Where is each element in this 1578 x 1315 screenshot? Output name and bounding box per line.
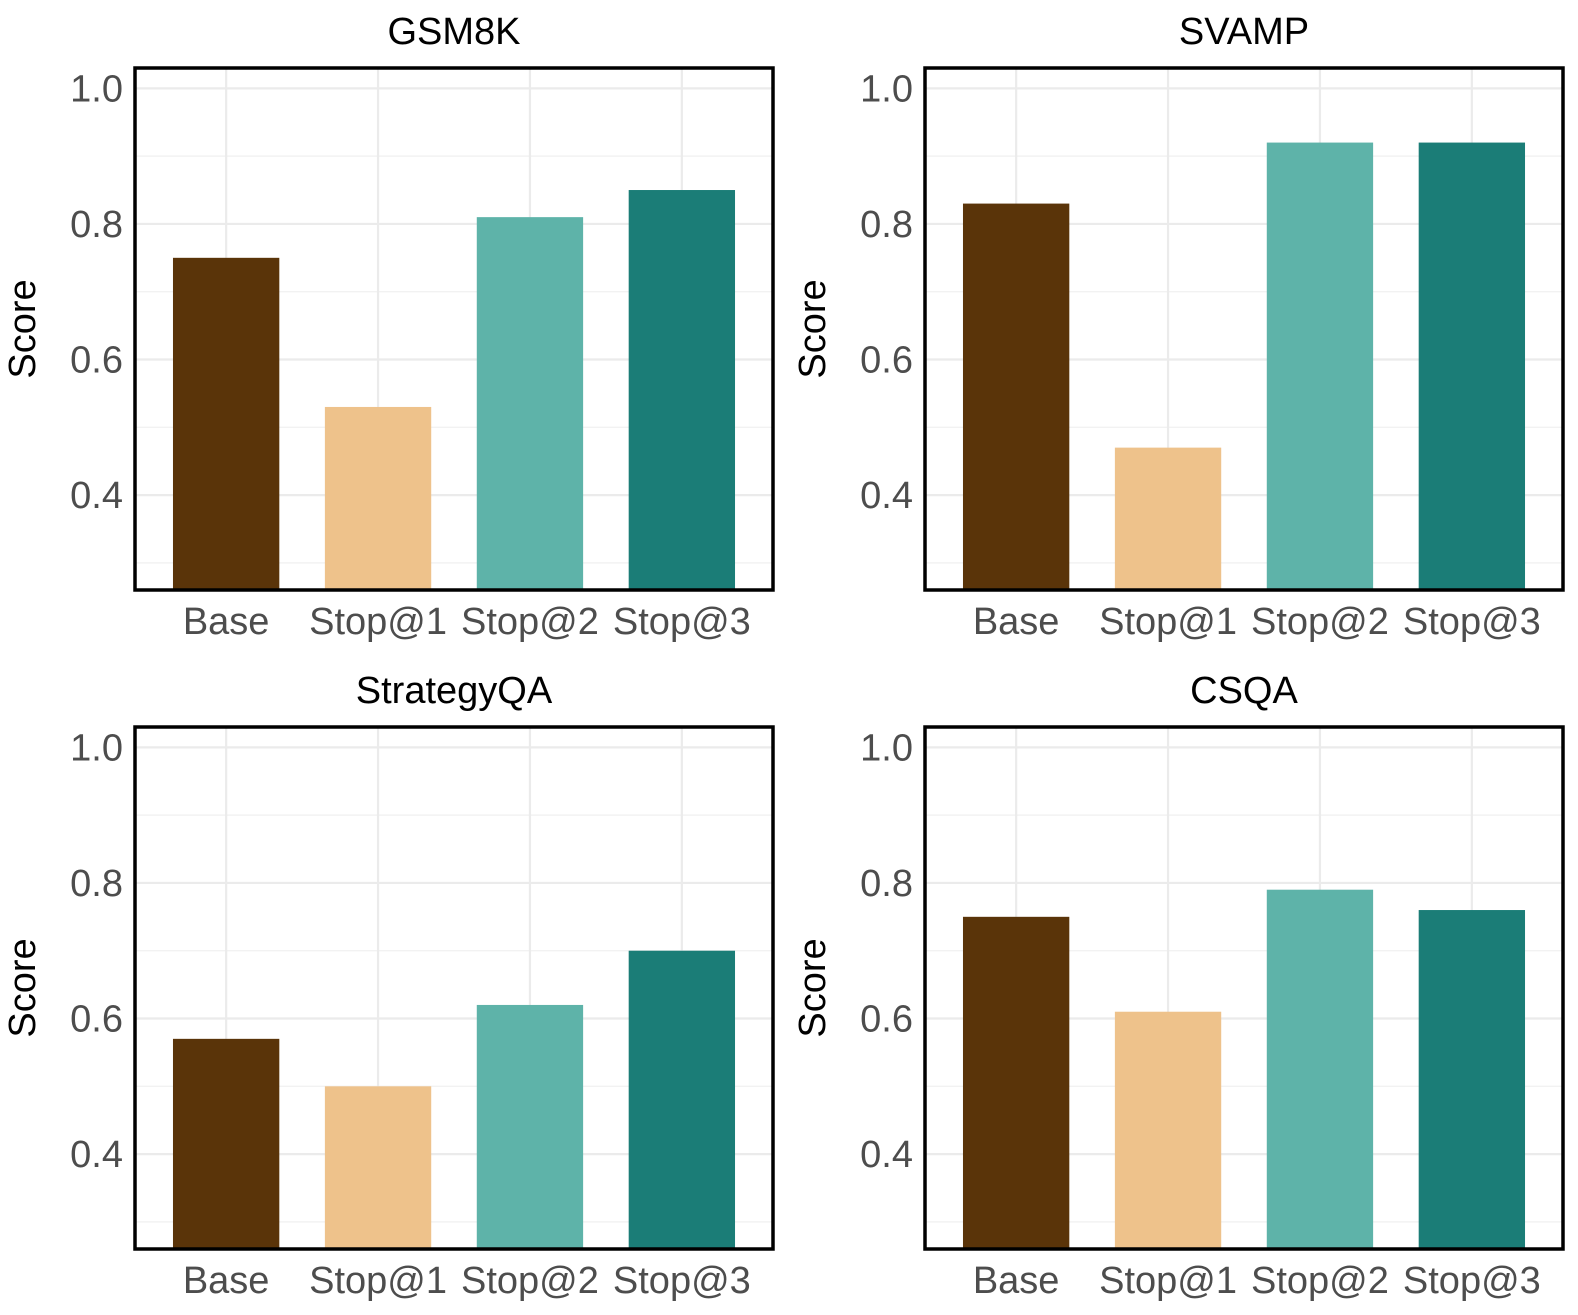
x-tick-label: Stop@2: [461, 601, 599, 643]
x-tick-label: Base: [183, 601, 270, 643]
panel-gsm8k: 0.4 0.6 0.8 1.0 Base Stop@1 Stop@2 Stop@3 GSM8K S…: [2, 11, 775, 643]
x-tick-label: Stop@3: [1403, 1260, 1541, 1302]
y-axis-label: Score: [2, 279, 44, 378]
bar-base: [962, 916, 1070, 1249]
x-tick-label: Stop@3: [613, 601, 751, 643]
x-tick-label: Stop@3: [613, 1260, 751, 1302]
y-tick-label: 1.0: [70, 727, 123, 769]
bar-base: [172, 1038, 280, 1249]
y-tick-label: 0.6: [70, 999, 123, 1041]
plot-frame: [923, 66, 1565, 592]
bar-base: [172, 257, 280, 590]
x-tick-label: Stop@2: [1251, 1260, 1389, 1302]
y-axis-label: Score: [792, 279, 834, 378]
chart-title: GSM8K: [387, 11, 520, 53]
bar-stop-at-1: [1114, 1011, 1222, 1249]
bar-stop-at-3: [1418, 910, 1526, 1249]
plot-frame: [923, 725, 1565, 1251]
y-tick-label: 1.0: [70, 68, 123, 110]
x-tick-label: Stop@1: [1099, 1260, 1237, 1302]
bar-stop-at-1: [324, 406, 432, 590]
x-tick-label: Base: [973, 1260, 1060, 1302]
bar-stop-at-1: [324, 1086, 432, 1249]
chart-title: SVAMP: [1179, 11, 1309, 53]
x-tick-label: Stop@1: [309, 601, 447, 643]
bar-stop-at-2: [1266, 889, 1374, 1249]
y-tick-label: 0.8: [70, 204, 123, 246]
chart-title: StrategyQA: [356, 670, 553, 712]
y-tick-label: 0.4: [860, 1134, 913, 1176]
y-axis-label: Score: [2, 938, 44, 1037]
x-tick-label: Stop@2: [1251, 601, 1389, 643]
plot-frame: [133, 725, 775, 1251]
bar-base: [962, 203, 1070, 590]
bar-stop-at-1: [1114, 447, 1222, 590]
bar-stop-at-3: [628, 950, 736, 1249]
bar-stop-at-3: [628, 190, 736, 590]
plot-frame: [133, 66, 775, 592]
y-tick-label: 0.8: [70, 863, 123, 905]
y-tick-label: 0.4: [70, 475, 123, 517]
bar-stop-at-3: [1418, 142, 1526, 591]
bar-stop-at-2: [476, 217, 584, 590]
panel-strategyqa: 0.4 0.6 0.8 1.0 Base Stop@1 Stop@2 Stop@3 Strate…: [2, 670, 775, 1302]
panel-svamp: 0.4 0.6 0.8 1.0 Base Stop@1 Stop@2 Stop@3 SVAMP S…: [792, 11, 1565, 643]
chart-title: CSQA: [1190, 670, 1298, 712]
y-tick-label: 1.0: [860, 727, 913, 769]
x-tick-label: Stop@1: [309, 1260, 447, 1302]
x-tick-label: Stop@1: [1099, 601, 1237, 643]
y-tick-label: 1.0: [860, 68, 913, 110]
x-tick-label: Stop@2: [461, 1260, 599, 1302]
y-tick-label: 0.6: [70, 340, 123, 382]
y-tick-label: 0.4: [860, 475, 913, 517]
x-tick-label: Stop@3: [1403, 601, 1541, 643]
y-tick-label: 0.4: [70, 1134, 123, 1176]
bar-stop-at-2: [1266, 142, 1374, 591]
bar-stop-at-2: [476, 1004, 584, 1249]
y-tick-label: 0.8: [860, 863, 913, 905]
panel-csqa: 0.4 0.6 0.8 1.0 Base Stop@1 Stop@2 Stop@3 CSQA Sc…: [792, 670, 1565, 1302]
y-tick-label: 0.6: [860, 999, 913, 1041]
y-tick-label: 0.8: [860, 204, 913, 246]
y-tick-label: 0.6: [860, 340, 913, 382]
x-tick-label: Base: [973, 601, 1060, 643]
y-axis-label: Score: [792, 938, 834, 1037]
x-tick-label: Base: [183, 1260, 270, 1302]
